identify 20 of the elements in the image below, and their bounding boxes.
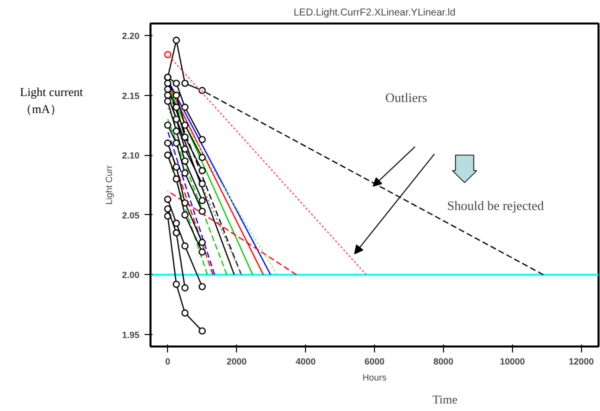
x-axis-title: Hours <box>362 372 388 382</box>
x-tick-label: 10000 <box>500 356 525 366</box>
y-tick-label: 2.15 <box>122 90 140 101</box>
y-axis-title: Light Curr <box>104 165 114 205</box>
x-tick-label: 12000 <box>568 356 594 366</box>
chart-title: LED.Light.CurrF2.XLinear.YLinear.ld <box>294 8 456 18</box>
y-tick-label: 2.05 <box>122 210 140 220</box>
annotation: Should be rejected <box>447 198 544 213</box>
y-tick-label: 2.20 <box>122 30 140 41</box>
x-tick-label: 4000 <box>296 356 316 366</box>
text: Time <box>432 392 458 406</box>
x-tick-label: 0 <box>165 356 170 366</box>
y-tick-label: 1.95 <box>122 330 140 340</box>
text: Light current （mA） <box>20 84 83 118</box>
x-tick-label: 8000 <box>433 356 454 366</box>
annotation: Outliers <box>385 90 428 106</box>
x-tick-label: 2000 <box>226 356 247 366</box>
x-tick-label: 6000 <box>364 356 385 366</box>
y-tick-label: 2.00 <box>122 270 140 280</box>
y-tick-label: 2.10 <box>122 150 140 161</box>
